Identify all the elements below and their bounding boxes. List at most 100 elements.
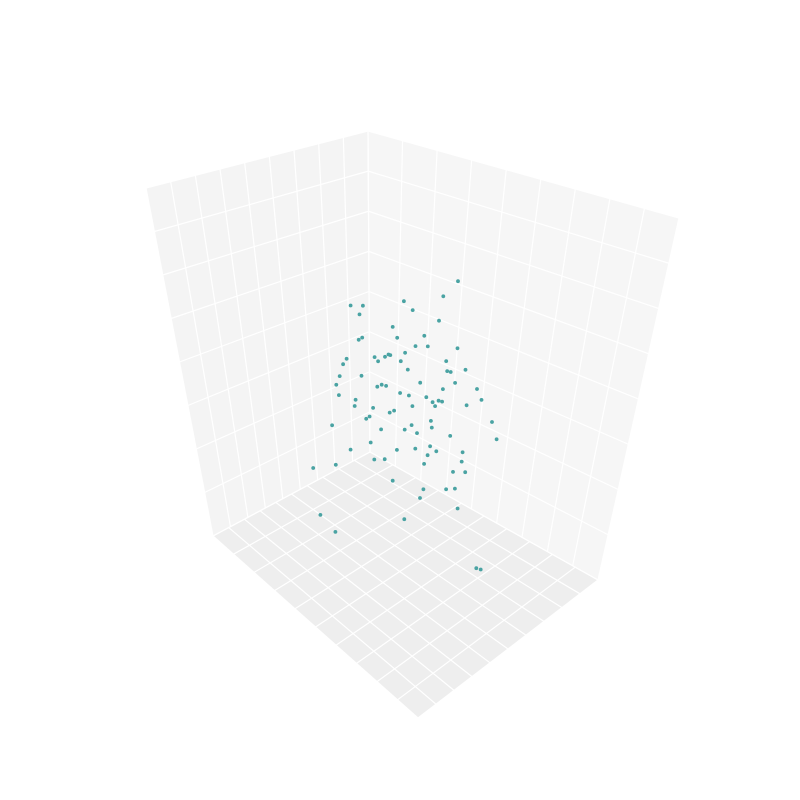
data-point: [311, 466, 316, 470]
data-point: [433, 404, 437, 408]
floor-gridline: [397, 566, 576, 701]
floor-gridline: [356, 541, 530, 664]
data-point: [425, 344, 430, 349]
left-wall-gridline: [145, 130, 369, 189]
floor-pane: [213, 452, 598, 718]
data-point: [387, 410, 392, 415]
left-wall-gridline: [196, 371, 370, 450]
data-point: [364, 416, 369, 421]
data-point: [437, 318, 441, 323]
data-point: [352, 404, 357, 408]
data-point: [453, 486, 457, 491]
data-point: [376, 359, 380, 364]
floor-gridline: [353, 459, 581, 595]
data-point: [434, 449, 439, 454]
data-markers: [311, 279, 499, 572]
data-point: [418, 496, 422, 500]
data-point: [418, 380, 423, 385]
data-point: [413, 344, 418, 348]
data-point: [428, 444, 432, 449]
data-point: [372, 457, 377, 462]
data-point: [379, 382, 384, 387]
data-point: [429, 419, 433, 423]
right-wall-gridline: [369, 331, 629, 445]
data-point: [386, 352, 391, 357]
data-point: [348, 447, 353, 452]
data-point: [353, 397, 358, 402]
data-point: [330, 423, 334, 428]
data-point: [390, 478, 395, 483]
data-point: [455, 506, 460, 511]
data-point: [455, 346, 460, 351]
data-point: [402, 299, 406, 304]
data-point: [360, 335, 365, 340]
data-point: [410, 308, 415, 312]
data-point: [459, 459, 464, 464]
axis-panes: [146, 131, 679, 718]
data-point: [440, 399, 444, 404]
data-point: [384, 384, 388, 388]
data-point: [478, 567, 483, 572]
data-point: [333, 462, 338, 467]
left-wall-gridline: [170, 250, 369, 320]
data-point: [464, 403, 469, 408]
right-wall-gridline: [368, 170, 670, 264]
data-point: [453, 381, 457, 385]
data-point: [445, 369, 450, 373]
data-point: [425, 453, 430, 458]
data-point: [456, 279, 460, 284]
data-point: [379, 427, 383, 432]
floor-gridline: [369, 451, 599, 581]
data-point: [463, 367, 468, 372]
right-wall-gridline: [369, 411, 609, 536]
data-point: [333, 530, 338, 534]
data-point: [410, 404, 415, 408]
data-point: [444, 359, 449, 363]
gridlines: [145, 130, 680, 719]
data-point: [359, 373, 364, 378]
data-point: [407, 393, 411, 398]
data-point: [441, 387, 445, 391]
right-wall-gridline: [369, 371, 619, 491]
data-point: [405, 367, 410, 372]
right-wall-gridline: [367, 130, 680, 219]
floor-gridline: [338, 468, 563, 609]
data-point: [436, 398, 441, 403]
data-point: [463, 470, 468, 475]
data-point: [361, 303, 365, 308]
left-wall-gridline: [179, 290, 370, 363]
data-point: [490, 420, 494, 424]
left-wall-gridline: [187, 331, 370, 407]
data-point: [422, 333, 427, 338]
data-point: [392, 408, 396, 413]
data-point: [371, 406, 375, 410]
data-point: [448, 370, 453, 374]
data-point: [344, 356, 349, 361]
data-point: [398, 391, 402, 395]
data-point: [402, 517, 407, 522]
data-point: [383, 354, 387, 359]
data-point: [451, 470, 455, 474]
data-point: [337, 374, 342, 378]
left-wall-gridline: [204, 411, 371, 494]
data-point: [341, 362, 345, 367]
data-point: [409, 423, 414, 427]
floor-gridline: [306, 485, 527, 636]
data-point: [348, 303, 353, 308]
data-point: [413, 446, 418, 451]
data-point: [402, 427, 407, 432]
right-wall-gridline: [368, 210, 659, 310]
data-point: [318, 513, 323, 517]
data-point: [441, 294, 446, 299]
floor-gridline: [322, 476, 545, 622]
floor-gridline: [315, 515, 485, 628]
data-point: [395, 448, 399, 452]
data-point: [357, 312, 362, 317]
data-point: [367, 414, 372, 419]
data-point: [415, 431, 419, 435]
data-point: [475, 387, 479, 391]
data-point: [444, 487, 448, 492]
data-point: [356, 337, 361, 342]
data-point: [422, 462, 426, 466]
